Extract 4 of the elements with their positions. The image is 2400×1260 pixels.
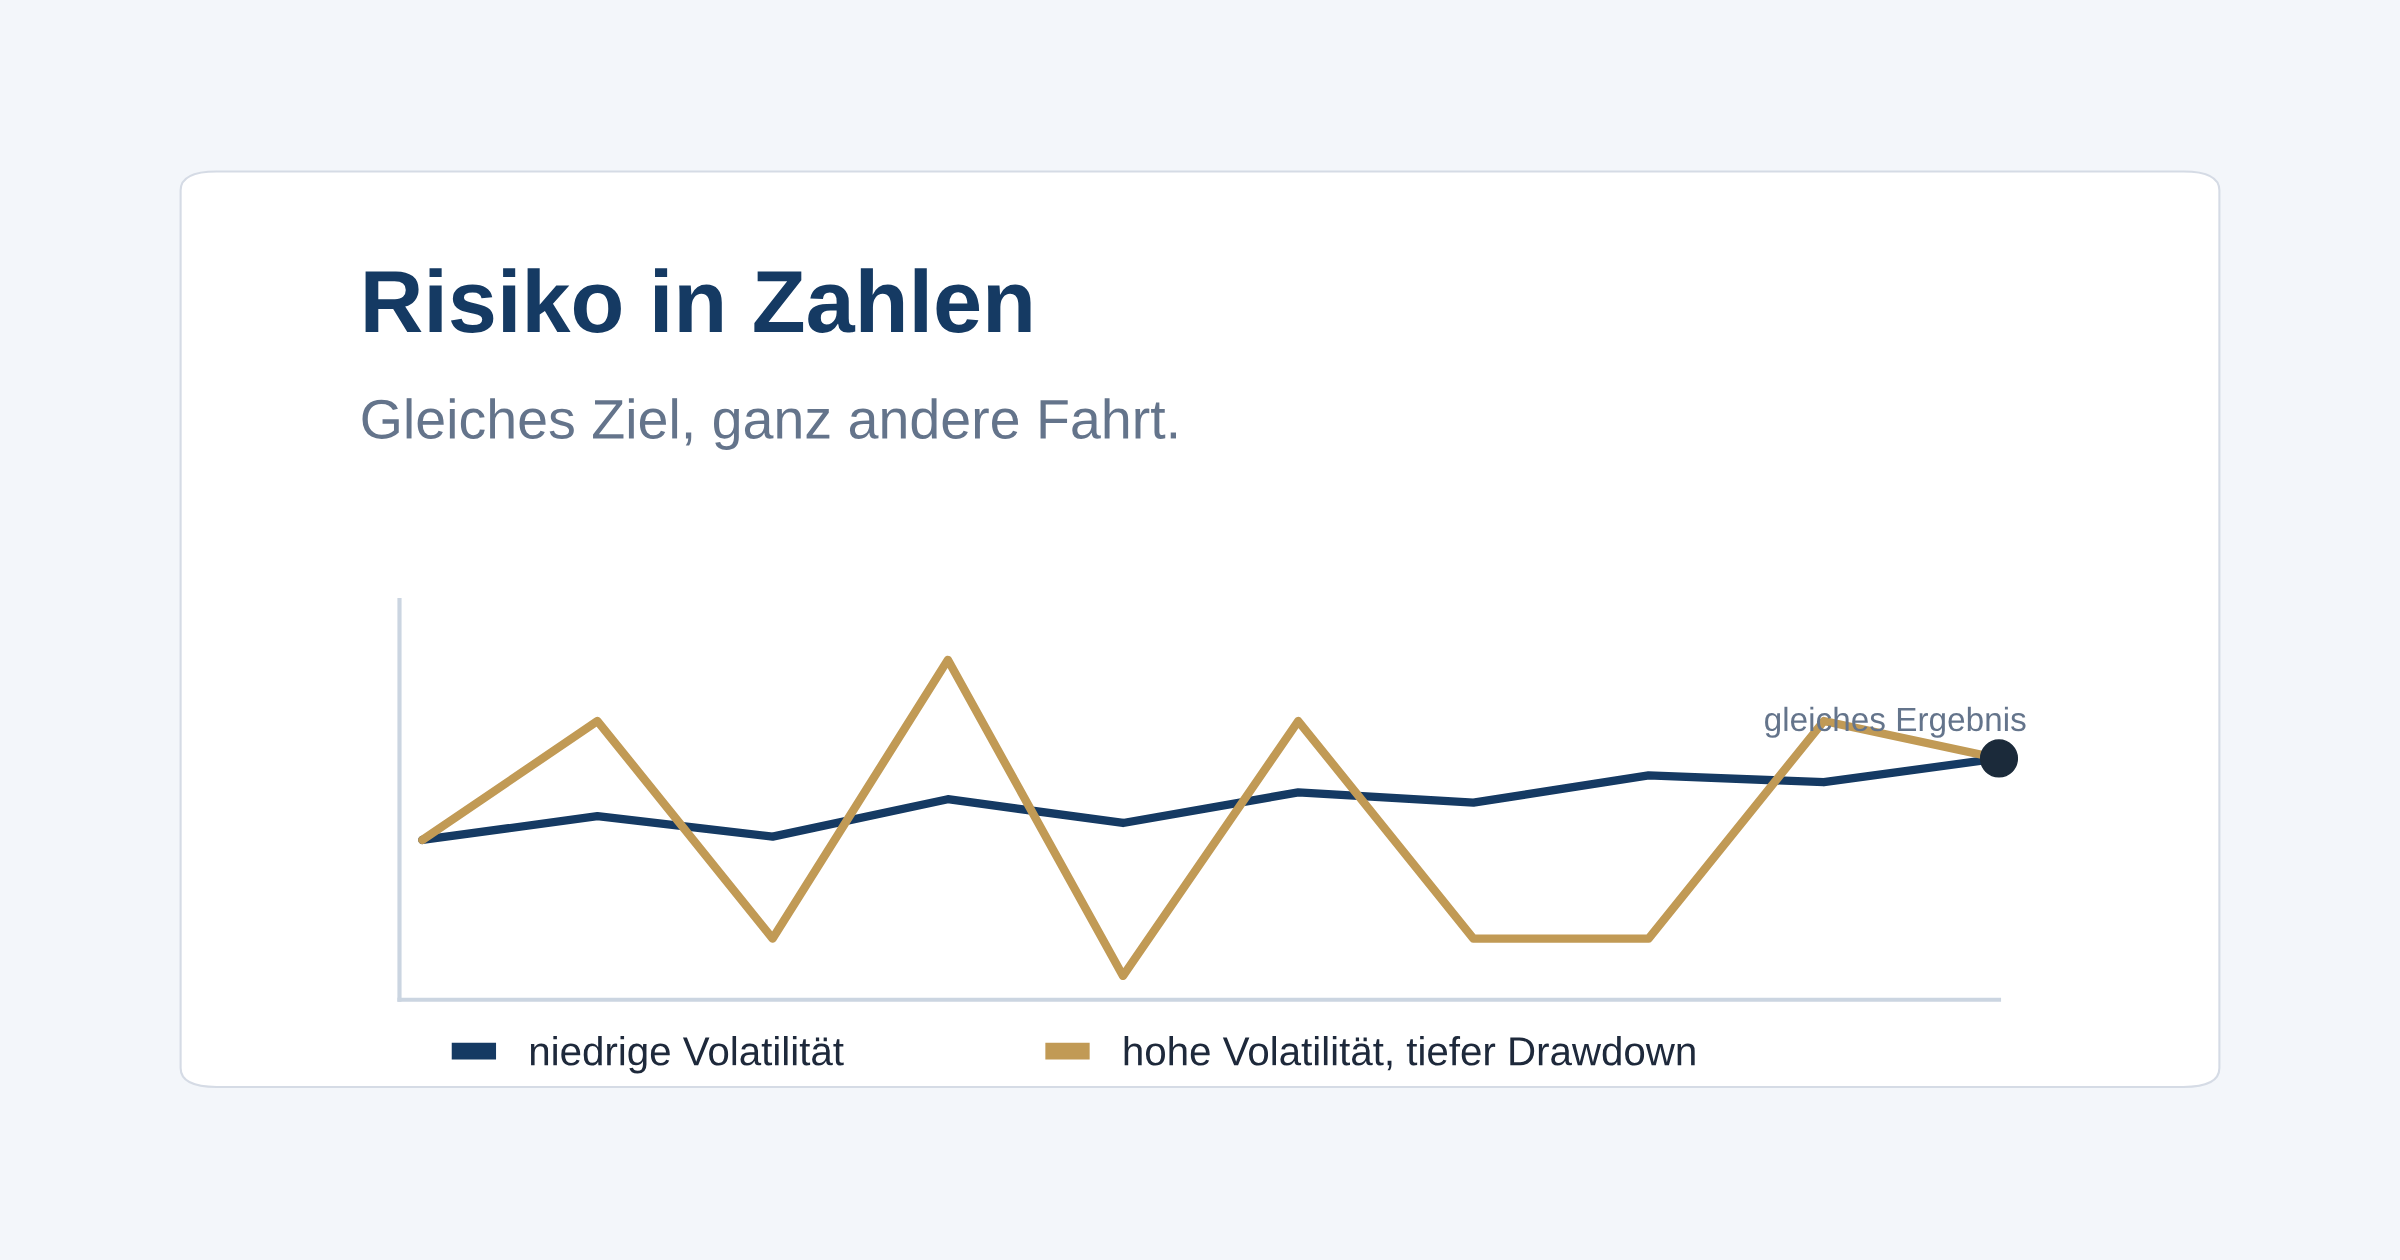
chart-title: Risiko in Zahlen [365,268,1031,333]
chart-subtitle: Gleiches Ziel, ganz andere Fahrt. [362,398,1177,450]
legend-label: niedrige Volatilität [530,1035,844,1074]
legend-label: hohe Volatilität, tiefer Drawdown [1124,1035,1695,1071]
